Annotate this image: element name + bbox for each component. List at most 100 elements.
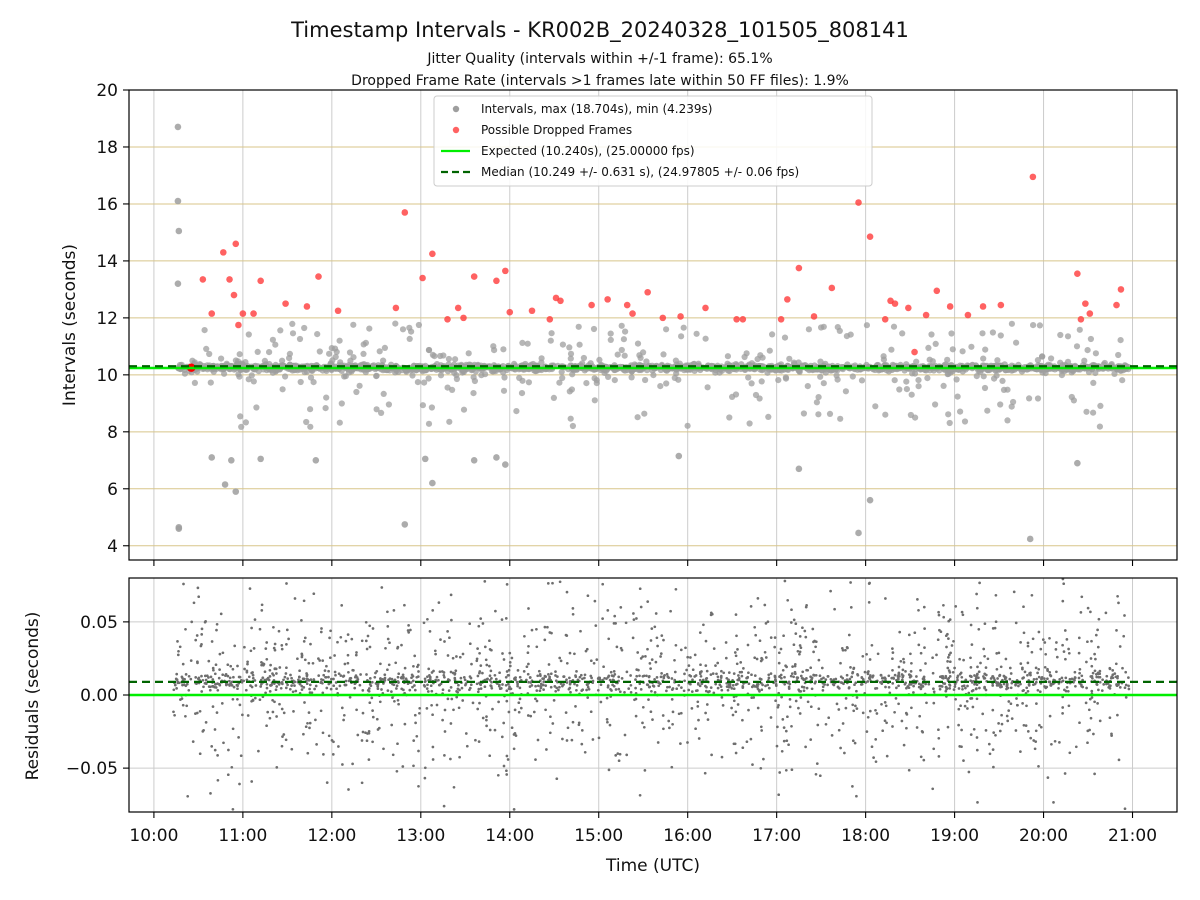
residual-point: [766, 620, 770, 624]
residual-point: [281, 682, 284, 686]
interval-outlier-point: [228, 457, 235, 464]
residual-point: [305, 682, 309, 686]
residual-point: [818, 774, 822, 778]
residual-point: [788, 705, 792, 709]
residual-point: [573, 682, 576, 686]
residual-point: [1110, 734, 1113, 737]
residual-point: [731, 684, 735, 687]
residual-point: [897, 665, 901, 669]
residual-point: [698, 684, 702, 688]
residual-point: [742, 667, 745, 670]
dropped-frame-point: [629, 310, 636, 317]
interval-point: [882, 411, 889, 418]
interval-point: [695, 360, 702, 367]
interval-outlier-point: [232, 488, 240, 495]
residual-point: [634, 678, 637, 681]
residual-point: [668, 726, 671, 730]
residual-point: [488, 728, 492, 732]
residual-point: [565, 634, 569, 637]
residual-point: [579, 673, 583, 677]
residual-point: [969, 656, 972, 660]
residual-point: [551, 722, 555, 725]
residual-point: [687, 664, 691, 667]
residual-point: [259, 678, 263, 682]
x-tick-label: 19:00: [930, 826, 979, 846]
residual-point: [217, 676, 221, 680]
residual-point: [278, 666, 282, 669]
residual-point: [386, 625, 390, 628]
interval-point: [451, 369, 458, 376]
interval-point: [266, 349, 273, 356]
residual-point: [841, 722, 845, 725]
residual-point: [300, 619, 303, 622]
residual-point: [1043, 641, 1047, 644]
residual-point: [1017, 684, 1020, 688]
residual-point: [764, 622, 768, 625]
residual-point: [704, 684, 707, 688]
residual-point: [718, 683, 722, 687]
residual-point: [311, 661, 315, 665]
residual-point: [1093, 700, 1096, 704]
residual-point: [964, 686, 967, 690]
interval-point: [847, 331, 854, 338]
residual-point: [194, 676, 198, 679]
residual-point: [465, 744, 469, 748]
interval-point: [236, 351, 243, 358]
residual-point: [273, 642, 277, 646]
residual-point: [761, 683, 764, 687]
residual-point: [181, 677, 184, 680]
residual-point: [937, 613, 941, 617]
residual-point: [251, 673, 255, 677]
residual-point: [711, 672, 715, 675]
interval-outlier-point: [429, 479, 436, 487]
dropped-frame-point: [866, 233, 874, 240]
residual-point: [176, 640, 179, 643]
residual-point: [308, 691, 312, 694]
dropped-frame-point: [1077, 316, 1085, 323]
interval-point: [795, 359, 802, 366]
residual-point: [635, 674, 639, 678]
residual-point: [1097, 617, 1101, 621]
residual-point: [508, 664, 512, 668]
residual-point: [924, 682, 927, 686]
residual-point: [788, 698, 792, 701]
residual-point: [829, 589, 832, 593]
residual-point: [477, 624, 481, 628]
residual-point: [220, 702, 224, 705]
residual-point: [527, 662, 530, 666]
interval-outlier-point: [1074, 459, 1081, 467]
residual-point: [500, 618, 504, 621]
residual-point: [970, 675, 973, 679]
residual-point: [1061, 599, 1065, 603]
residual-point: [318, 659, 322, 662]
residual-point: [187, 688, 191, 692]
interval-point: [769, 331, 776, 338]
residual-point: [392, 683, 396, 687]
residual-point: [277, 629, 281, 633]
x-tick-label: 15:00: [574, 826, 623, 846]
interval-point: [460, 406, 468, 413]
interval-point: [428, 404, 435, 411]
interval-point: [815, 394, 822, 401]
x-tick-label: 18:00: [841, 826, 890, 846]
interval-point: [1034, 357, 1041, 364]
residual-point: [433, 649, 437, 653]
residual-point: [690, 690, 694, 693]
residual-point: [1032, 739, 1036, 742]
residual-point: [368, 701, 372, 705]
interval-point: [393, 367, 400, 374]
interval-point: [237, 413, 244, 420]
residual-point: [881, 729, 885, 733]
residual-point: [260, 603, 264, 607]
residual-point: [194, 638, 198, 642]
residual-point: [1077, 676, 1081, 680]
residual-point: [1089, 716, 1093, 720]
residual-point: [732, 699, 736, 703]
residual-point: [612, 622, 616, 625]
residual-point: [891, 725, 894, 728]
residual-point: [434, 652, 437, 656]
residual-point: [868, 658, 872, 661]
residual-point: [1074, 684, 1077, 688]
residual-point: [975, 673, 979, 677]
residual-point: [901, 674, 905, 678]
